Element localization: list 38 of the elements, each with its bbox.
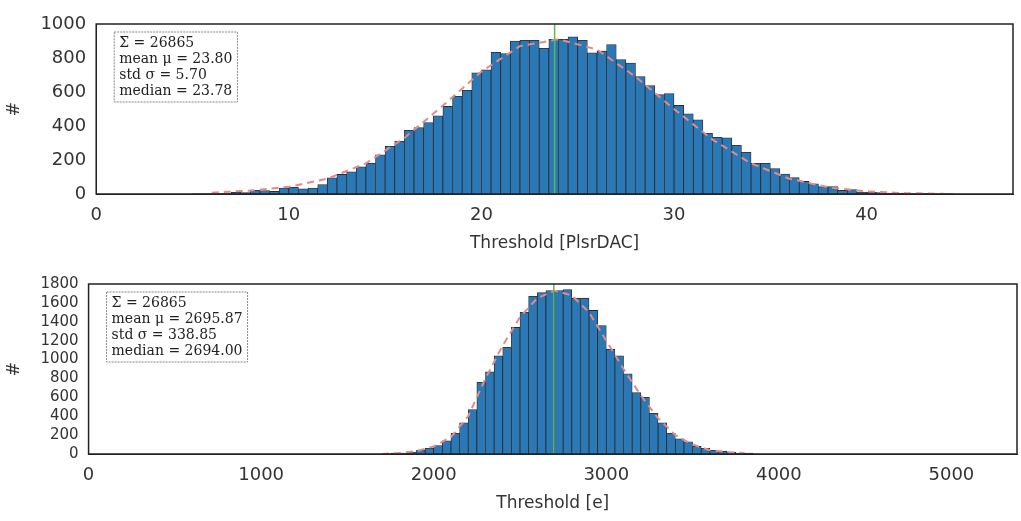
annotation: median = 2694.00 bbox=[111, 341, 243, 358]
annotation: mean μ = 2695.87 bbox=[111, 309, 243, 326]
y-tick-label: 400 bbox=[51, 113, 87, 135]
y-tick-label: 200 bbox=[49, 425, 79, 443]
x-tick-label: 10 bbox=[277, 203, 301, 225]
annotation: std σ = 5.70 bbox=[119, 65, 207, 82]
y-tick-label: 800 bbox=[51, 45, 87, 67]
x-tick-label: 30 bbox=[662, 203, 686, 225]
x-tick-label: 5000 bbox=[928, 463, 975, 485]
y-tick-label: 1400 bbox=[40, 311, 79, 330]
y-tick-label: 600 bbox=[51, 79, 87, 101]
annotation: mean μ = 23.80 bbox=[119, 49, 233, 66]
y-axis-title: # bbox=[2, 101, 23, 117]
y-tick-label: 0 bbox=[69, 443, 79, 462]
y-tick-label: 600 bbox=[49, 387, 79, 406]
y-tick-label: 800 bbox=[49, 368, 79, 387]
annotation: Σ = 26865 bbox=[119, 33, 195, 50]
x-tick-label: 4000 bbox=[755, 463, 802, 485]
x-tick-label: 40 bbox=[855, 203, 879, 225]
annotation: median = 23.78 bbox=[119, 81, 233, 98]
y-tick-label: 1000 bbox=[40, 349, 79, 368]
x-axis-title: Threshold [PlsrDAC] bbox=[468, 232, 640, 253]
annotation: std σ = 338.85 bbox=[111, 325, 217, 342]
annotation: Σ = 26865 bbox=[111, 293, 187, 310]
y-tick-label: 0 bbox=[74, 181, 87, 203]
y-tick-label: 400 bbox=[49, 406, 79, 425]
x-tick-label: 3000 bbox=[583, 463, 630, 485]
y-tick-label: 1000 bbox=[40, 11, 87, 33]
y-tick-label: 1600 bbox=[40, 292, 79, 311]
y-tick-label: 200 bbox=[51, 147, 87, 169]
x-tick-label: 2000 bbox=[410, 463, 457, 485]
y-axis-title: # bbox=[2, 361, 23, 377]
x-tick-label: 1000 bbox=[238, 463, 285, 485]
y-tick-label: 1200 bbox=[40, 330, 79, 349]
x-tick-label: 0 bbox=[90, 203, 102, 225]
y-tick-label: 1800 bbox=[40, 273, 79, 292]
x-axis-title: Threshold [e] bbox=[495, 492, 610, 513]
x-tick-label: 20 bbox=[469, 203, 493, 225]
